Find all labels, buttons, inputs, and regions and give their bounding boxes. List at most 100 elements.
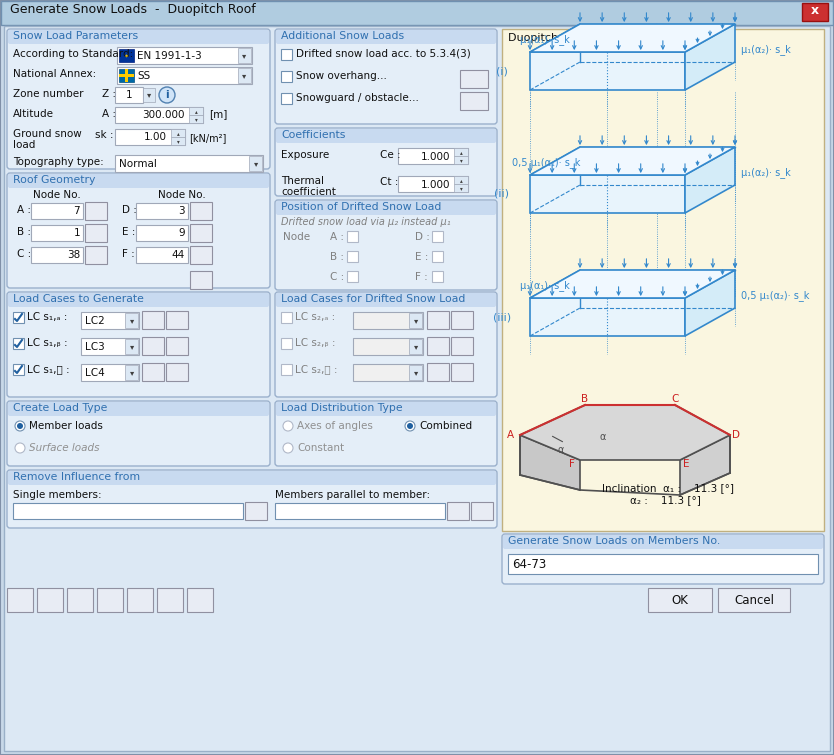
Bar (189, 107, 203, 115)
Bar (190, 246, 212, 264)
Bar (249, 156, 262, 171)
Text: LC2: LC2 (85, 316, 105, 326)
Bar (238, 48, 251, 63)
Text: 7: 7 (73, 207, 80, 217)
Text: μ₁(α₁)· s_k: μ₁(α₁)· s_k (520, 280, 570, 291)
Text: 0,5 μ₁(α₂)· s_k: 0,5 μ₁(α₂)· s_k (741, 290, 809, 301)
Bar (142, 311, 164, 329)
Bar (281, 49, 292, 60)
Bar (166, 311, 188, 329)
Text: Exposure: Exposure (281, 150, 329, 160)
Text: Member loads: Member loads (29, 421, 103, 431)
Bar (409, 365, 422, 380)
Bar (115, 155, 263, 172)
Bar (460, 92, 488, 110)
Text: Node No.: Node No. (158, 190, 206, 200)
Bar (171, 129, 185, 137)
Bar (119, 49, 134, 62)
Bar (125, 313, 138, 328)
Text: (i): (i) (496, 66, 508, 76)
Polygon shape (530, 175, 685, 213)
Text: Load Distribution Type: Load Distribution Type (281, 403, 403, 413)
Text: Surface loads: Surface loads (29, 443, 99, 453)
Text: LC s₁,ₐ :: LC s₁,ₐ : (27, 312, 68, 322)
Text: μ₁(α₂)· s_k: μ₁(α₂)· s_k (741, 167, 791, 178)
Text: ▾: ▾ (130, 368, 134, 378)
Bar (454, 184, 468, 192)
Text: Axes of angles: Axes of angles (297, 421, 373, 431)
Polygon shape (530, 24, 735, 52)
Bar (136, 247, 188, 263)
Polygon shape (520, 405, 730, 460)
Bar (432, 271, 443, 282)
Text: E: E (683, 459, 689, 469)
Text: 3: 3 (178, 207, 185, 217)
FancyBboxPatch shape (7, 292, 270, 397)
Text: ✶: ✶ (123, 54, 128, 58)
FancyBboxPatch shape (275, 200, 497, 290)
FancyBboxPatch shape (276, 30, 496, 44)
Text: F: F (569, 459, 575, 469)
Polygon shape (530, 52, 685, 90)
Text: Coefficients: Coefficients (281, 130, 345, 140)
Bar (353, 312, 423, 329)
Text: Remove Influence from: Remove Influence from (13, 472, 140, 482)
Text: Ce :: Ce : (380, 150, 400, 160)
Bar (85, 246, 107, 264)
Text: C :: C : (17, 249, 31, 259)
Text: A :: A : (17, 205, 31, 215)
FancyBboxPatch shape (275, 29, 497, 124)
Text: [m]: [m] (209, 109, 228, 119)
Bar (398, 148, 468, 164)
Bar (136, 225, 188, 241)
Text: ▾: ▾ (130, 343, 134, 352)
Bar (166, 363, 188, 381)
Bar (347, 231, 358, 242)
Text: ▾: ▾ (414, 343, 418, 352)
Text: α₂ :    11.3 [°]: α₂ : 11.3 [°] (630, 495, 701, 505)
Bar (353, 338, 423, 355)
Text: B :: B : (17, 227, 31, 237)
Bar (427, 337, 449, 355)
FancyBboxPatch shape (7, 470, 497, 528)
Bar (427, 363, 449, 381)
FancyBboxPatch shape (8, 471, 496, 485)
FancyBboxPatch shape (276, 402, 496, 416)
Text: ▾: ▾ (460, 158, 462, 163)
Circle shape (159, 87, 175, 103)
Text: C :: C : (330, 272, 344, 282)
Bar (454, 156, 468, 164)
Bar (142, 363, 164, 381)
Bar (81, 338, 139, 355)
Polygon shape (530, 147, 735, 175)
Text: A :: A : (330, 232, 344, 242)
Text: Drifted snow load via μ₂ instead μ₁: Drifted snow load via μ₂ instead μ₁ (281, 217, 450, 227)
Bar (347, 251, 358, 262)
Bar (281, 364, 292, 375)
Text: ▴: ▴ (460, 178, 462, 183)
Bar (81, 364, 139, 381)
Text: Duopitch Roof: Duopitch Roof (508, 33, 586, 43)
Bar (281, 312, 292, 323)
Bar (115, 107, 203, 123)
Bar (427, 311, 449, 329)
Text: F :: F : (122, 249, 135, 259)
Text: (iii): (iii) (493, 312, 511, 322)
Bar (189, 115, 203, 123)
Bar (275, 503, 445, 519)
Bar (157, 588, 183, 612)
Text: Snow Load Parameters: Snow Load Parameters (13, 31, 138, 41)
Text: Combined: Combined (419, 421, 472, 431)
FancyBboxPatch shape (7, 401, 270, 466)
Text: 1.00: 1.00 (144, 132, 167, 143)
Text: Constant: Constant (297, 443, 344, 453)
Text: F :: F : (415, 272, 428, 282)
Text: ▾: ▾ (130, 316, 134, 325)
Polygon shape (520, 435, 580, 490)
Text: Single members:: Single members: (13, 490, 102, 500)
Text: LC4: LC4 (85, 368, 105, 378)
Bar (432, 231, 443, 242)
Text: D :: D : (415, 232, 430, 242)
Bar (97, 588, 123, 612)
Bar (409, 313, 422, 328)
